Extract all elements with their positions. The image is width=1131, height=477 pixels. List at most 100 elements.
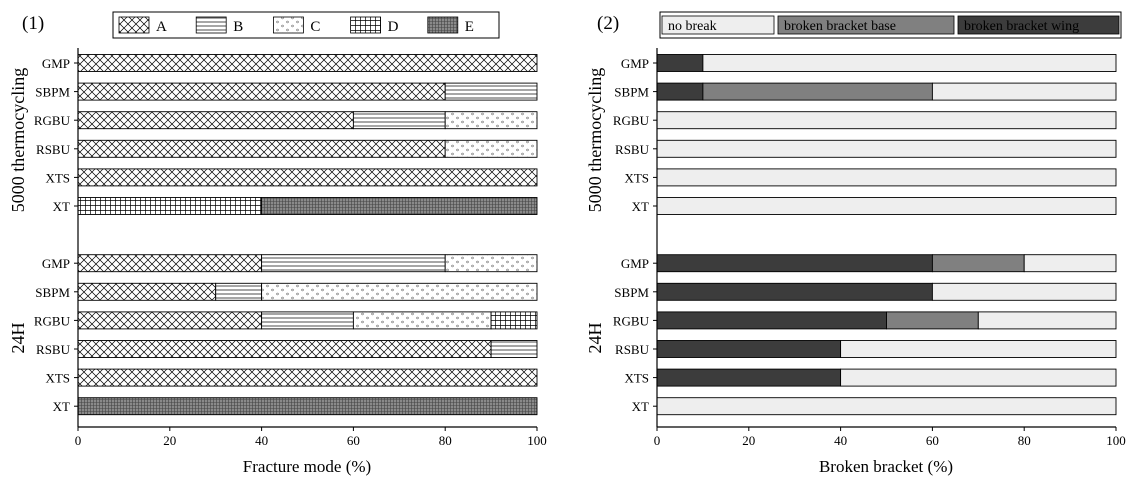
bar-segment-a [77, 111, 354, 130]
panel-1-label: (1) [22, 13, 44, 34]
bar-segment-a [77, 254, 263, 273]
panel-1-x-axis-label: Fracture mode (%) [243, 457, 371, 476]
legend-label-b: B [233, 19, 243, 35]
legend-label-c: C [310, 19, 320, 35]
legend-label-a: A [156, 19, 167, 35]
panel-2-legend: no break broken bracket base broken bracke… [659, 11, 1122, 39]
y-tick-label: RSBU [615, 142, 650, 157]
bar-segment-b [352, 111, 446, 130]
panel-1-group-label-bottom: 24H [8, 323, 28, 354]
panel-2-x-axis-label: Broken bracket (%) [819, 457, 953, 476]
bar-segment-broken-bracket-wing [656, 54, 704, 72]
x-tick-label: 0 [75, 433, 82, 448]
legend-label-e: E [465, 19, 474, 35]
y-tick-label: XTS [624, 170, 649, 185]
x-tick-label: 40 [834, 433, 847, 448]
bar-segment-c [444, 139, 538, 158]
x-tick-label: 100 [527, 433, 547, 448]
bar-segment-broken-bracket-base [702, 82, 933, 101]
y-tick-label: SBPM [35, 285, 70, 300]
y-tick-label: GMP [42, 56, 70, 71]
bar-segment-a [77, 139, 446, 158]
y-tick-label: GMP [621, 256, 649, 271]
bar-segment-a [77, 282, 217, 301]
y-tick-label: RGBU [613, 113, 650, 128]
bar-segment-b [261, 311, 354, 330]
y-tick-label: XTS [624, 371, 649, 386]
y-tick-label: XT [632, 199, 649, 214]
y-tick-label: RSBU [36, 142, 71, 157]
y-tick-label: RGBU [613, 313, 650, 328]
y-tick-label: GMP [621, 56, 649, 71]
y-tick-label: SBPM [614, 285, 649, 300]
panel-2-group-label-top: 5000 thermocycling [585, 68, 605, 212]
y-tick-label: GMP [42, 256, 70, 271]
y-tick-label: XT [53, 399, 70, 414]
x-tick-label: 40 [255, 433, 268, 448]
bar-segment-b [261, 254, 446, 273]
legend-swatch-no-break [661, 15, 775, 35]
panel-1: (1) A B C D E 5000 thermocycling 24H GMP SBPM… [8, 11, 547, 476]
legend-label-broken-bracket-wing: broken bracket wing [964, 19, 1079, 34]
bar-segment-b [215, 282, 263, 301]
bar-segment-no-break [840, 368, 1117, 387]
y-tick-label: RGBU [34, 113, 71, 128]
legend-swatch-broken-bracket-wing [957, 15, 1120, 35]
bar-segment-no-break [977, 311, 1117, 330]
x-tick-label: 80 [1018, 433, 1031, 448]
bar-segment-no-break [702, 54, 1117, 72]
bar-segment-no-break [840, 340, 1117, 358]
bar-segment-e [77, 397, 538, 416]
bar-segment-no-break [656, 139, 1117, 158]
legend-swatch-b [195, 16, 227, 34]
x-tick-label: 0 [654, 433, 661, 448]
legend-swatch-a [118, 16, 150, 34]
y-tick-label: XTS [45, 170, 70, 185]
x-tick-label: 20 [742, 433, 755, 448]
legend-swatch-broken-bracket-base [777, 15, 955, 35]
legend-swatch-e [427, 16, 459, 34]
bar-segment-a [77, 82, 446, 101]
legend-label-broken-bracket-base: broken bracket base [784, 19, 896, 34]
x-tick-label: 80 [439, 433, 452, 448]
bar-segment-a [77, 368, 538, 387]
y-tick-label: RGBU [34, 313, 71, 328]
bar-segment-no-break [656, 397, 1117, 416]
panel-1-group-label-top: 5000 thermocycling [8, 68, 28, 212]
legend-label-no-break: no break [668, 19, 717, 34]
bar-segment-c [444, 111, 538, 130]
panel-2-group-label-bottom: 24H [585, 323, 605, 354]
bar-segment-a [77, 54, 538, 72]
bar-segment-d [77, 197, 263, 215]
bar-segment-broken-bracket-wing [656, 282, 933, 301]
legend-label-d: D [388, 19, 399, 35]
y-tick-label: SBPM [35, 85, 70, 100]
bar-segment-broken-bracket-wing [656, 368, 842, 387]
y-tick-label: XTS [45, 371, 70, 386]
y-tick-label: RSBU [36, 342, 71, 357]
bar-segment-no-break [931, 82, 1117, 101]
legend-swatch-d [350, 16, 382, 34]
x-tick-label: 60 [926, 433, 939, 448]
panel-2-axes: GMP SBPM RGBU RSBU XTS XT GMP SBPM RGBU RSBU XTS XT… [613, 48, 1126, 448]
bar-segment-no-break [931, 282, 1117, 301]
y-tick-label: SBPM [614, 85, 649, 100]
legend-swatch-c [272, 16, 304, 34]
bar-segment-broken-bracket-wing [656, 82, 704, 101]
bar-segment-broken-bracket-base [931, 254, 1025, 273]
bar-segment-broken-bracket-wing [656, 311, 887, 330]
bar-segment-a [77, 311, 263, 330]
panel-2: (2) no break broken bracket base broken br… [585, 11, 1126, 476]
panel-1-legend: A B C D E [112, 11, 500, 39]
bar-segment-no-break [656, 111, 1117, 130]
panel-2-label: (2) [597, 13, 619, 34]
x-tick-label: 20 [163, 433, 176, 448]
panel-1-bars [77, 54, 538, 416]
bar-segment-broken-bracket-wing [656, 254, 933, 273]
bar-segment-no-break [656, 197, 1117, 215]
bar-segment-no-break [656, 168, 1117, 187]
bar-segment-no-break [1023, 254, 1117, 273]
y-tick-label: XT [53, 199, 70, 214]
bar-segment-b [444, 82, 538, 101]
